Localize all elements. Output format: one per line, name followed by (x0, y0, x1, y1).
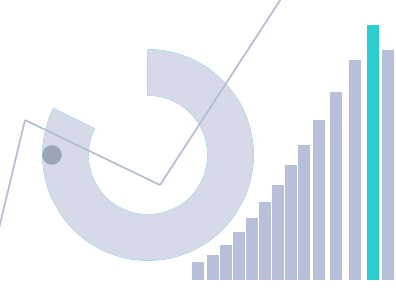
Bar (367, 25, 379, 280)
Bar (313, 120, 325, 280)
Bar (220, 245, 232, 280)
Bar (207, 255, 219, 280)
Polygon shape (43, 50, 253, 260)
Bar (192, 262, 204, 280)
Bar (285, 165, 297, 280)
Bar (330, 92, 342, 280)
Bar (382, 50, 394, 280)
Bar (272, 185, 284, 280)
Bar (233, 232, 245, 280)
Polygon shape (43, 50, 253, 260)
Circle shape (43, 146, 61, 164)
Bar (259, 202, 271, 280)
Bar (349, 60, 361, 280)
Bar (298, 145, 310, 280)
Bar (246, 218, 258, 280)
